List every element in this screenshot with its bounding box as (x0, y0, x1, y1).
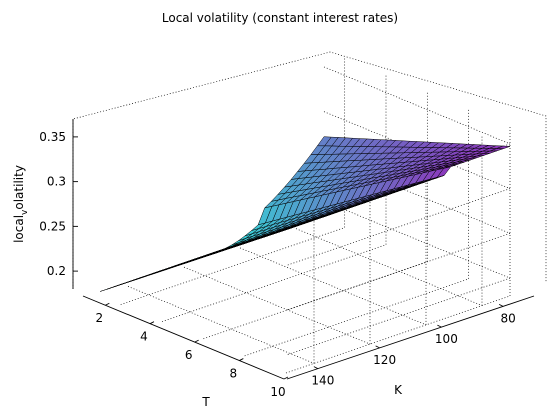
grid-line-t-floor (161, 244, 387, 322)
z-axis-label-main: local (12, 215, 26, 243)
z-tick-label: 0.35 (39, 130, 66, 144)
volatility-surface (99, 136, 511, 292)
t-tick-label: 8 (230, 367, 238, 381)
t-tick-mark (283, 376, 289, 380)
k-axis-ticks: 80 100 120 140 (311, 303, 516, 388)
k-tick-mark (437, 324, 442, 328)
k-axis-label: K (394, 383, 403, 397)
grid-line-z-left (323, 111, 511, 189)
z-tick-label: 0.2 (47, 264, 66, 278)
chart-title: Local volatility (constant interest rate… (162, 11, 398, 25)
t-tick-mark (194, 339, 199, 343)
k-tick-mark (498, 303, 504, 307)
z-axis-label-sub: v (20, 209, 30, 215)
t-axis-line (82, 295, 285, 380)
back-grid-frame (72, 51, 547, 289)
k-tick-mark (313, 366, 319, 370)
t-tick-mark (239, 358, 244, 361)
grid-line-z-right (285, 188, 511, 266)
grid-line-k-floor (183, 266, 371, 345)
t-tick-label: 4 (140, 330, 148, 344)
grid-line-k-floor (239, 247, 427, 326)
grid-line-z-left (323, 66, 511, 145)
z-axis-label: localvolatility (12, 165, 30, 243)
k-tick-label: 100 (435, 332, 458, 346)
z-tick-label: 0.25 (39, 219, 66, 233)
k-axis-line (286, 295, 535, 380)
axes (72, 119, 535, 380)
grid-line-t-floor (285, 295, 511, 374)
grid-line-z-right (285, 277, 511, 356)
t-axis-label: T (201, 395, 210, 409)
t-tick-label: 6 (185, 348, 193, 362)
z-axis-ticks: 0.2 0.25 0.3 0.35 (39, 130, 78, 278)
grid-line-t-floor (203, 261, 428, 340)
t-axis-ticks: 2 4 6 8 10 (96, 302, 289, 399)
t-tick-label: 10 (270, 385, 285, 399)
t-tick-mark (149, 321, 155, 325)
k-tick-label: 120 (373, 353, 396, 367)
t-tick-label: 2 (96, 311, 104, 325)
grid-line-z-right (285, 233, 511, 311)
back-planes (72, 51, 547, 289)
grid-line-k-floor (127, 286, 315, 364)
surface-patch (99, 286, 114, 292)
grid-line-t-floor (120, 227, 345, 305)
k-tick-mark (375, 345, 380, 349)
z-tick-label: 0.3 (47, 175, 66, 189)
t-tick-mark (105, 302, 110, 306)
grid-line-z-left (323, 200, 511, 279)
k-tick-label: 140 (311, 374, 334, 388)
z-axis-label-rest: olatility (12, 165, 26, 210)
k-tick-label: 80 (500, 311, 515, 325)
grid-line-t-floor (244, 278, 469, 357)
grid-line-k-floor (295, 228, 483, 306)
